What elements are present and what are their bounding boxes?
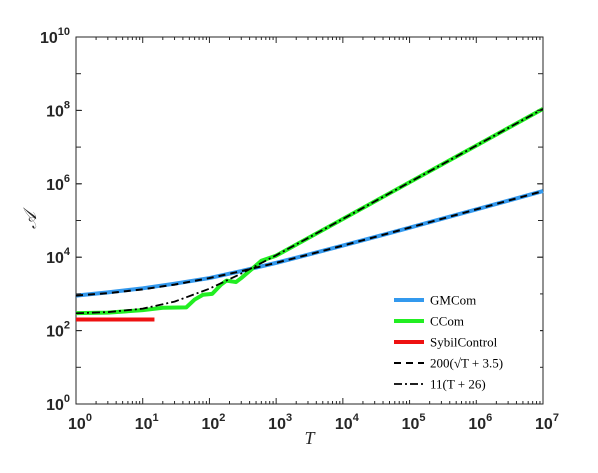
axis-ticks: 100 101 102 103 104 105 106 107 100 102 104 106 108 1…	[40, 26, 559, 433]
x-tick-label: 104	[335, 412, 360, 433]
x-tick-label: 107	[535, 412, 559, 433]
legend-label-0: GMCom	[430, 293, 476, 308]
x-tick-label: 105	[402, 412, 426, 433]
legend-label-3: 200(√T + 3.5)	[430, 356, 503, 371]
legend: GMCom CCom SybilControl 200(√T + 3.5) 11(T +…	[386, 288, 540, 400]
x-tick-label: 103	[268, 412, 292, 433]
x-axis-label: T	[304, 428, 316, 448]
y-tick-label: 106	[46, 173, 70, 194]
x-tick-label: 106	[468, 412, 492, 433]
legend-label-4: 11(T + 26)	[430, 377, 486, 392]
y-tick-label: 1010	[40, 26, 70, 47]
legend-items: GMCom CCom SybilControl 200(√T + 3.5) 11(T +…	[394, 293, 503, 392]
y-tick-label: 108	[46, 99, 70, 120]
series-line-3	[75, 190, 544, 297]
y-tick-label: 100	[46, 393, 70, 414]
y-tick-label: 104	[46, 246, 71, 267]
x-tick-label: 102	[201, 412, 225, 433]
x-tick-label: 101	[135, 412, 159, 433]
y-tick-label: 102	[46, 320, 70, 341]
x-tick-label: 100	[68, 412, 92, 433]
series-layer	[75, 107, 544, 322]
legend-label-2: SybilControl	[430, 335, 498, 350]
legend-label-1: CCom	[430, 314, 464, 329]
y-axis-label: 𝒜	[20, 207, 40, 229]
series-line-4	[75, 108, 544, 315]
